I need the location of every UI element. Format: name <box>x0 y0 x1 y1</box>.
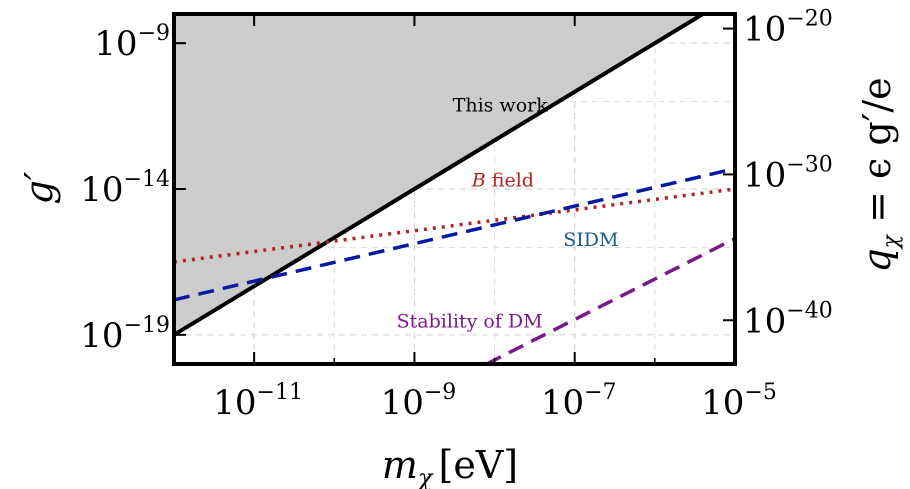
annotation-0: This work <box>453 95 549 117</box>
series-line-stability-of-dm <box>485 236 735 364</box>
series-lines <box>174 14 735 364</box>
annotation-1: B field <box>471 170 534 192</box>
tick-marks <box>173 14 736 364</box>
y-axis-label: g′ <box>17 171 61 204</box>
x-tick-label-2: 10−7 <box>541 380 617 423</box>
x-tick-label-3: 10−5 <box>701 380 777 423</box>
y-tick-label-2: 10−19 <box>80 313 170 356</box>
tick-labels: 10−11 10−9 10−7 10−5 10−9 10−14 10−19 10−20 10−3… <box>80 7 832 423</box>
annotations: This work B field SIDM Stability of DM <box>397 95 619 333</box>
y-tick-label-0: 10−9 <box>94 21 170 64</box>
x-axis-label: mχ [eV] <box>382 443 518 489</box>
annotation-2: SIDM <box>563 229 618 251</box>
y-tick-label-1: 10−14 <box>80 167 170 210</box>
y-right-tick-label-2: 10−40 <box>743 298 833 341</box>
series-line-this-work <box>174 14 704 337</box>
series-line-sidm <box>174 166 735 302</box>
y-axis-right-label: qχ = ϵ g′/e <box>855 77 904 272</box>
y-right-tick-label-0: 10−20 <box>743 7 833 50</box>
y-right-tick-label-1: 10−30 <box>743 152 833 195</box>
x-tick-label-0: 10−11 <box>213 380 303 423</box>
x-tick-label-1: 10−9 <box>381 380 457 423</box>
annotation-3: Stability of DM <box>397 310 543 332</box>
